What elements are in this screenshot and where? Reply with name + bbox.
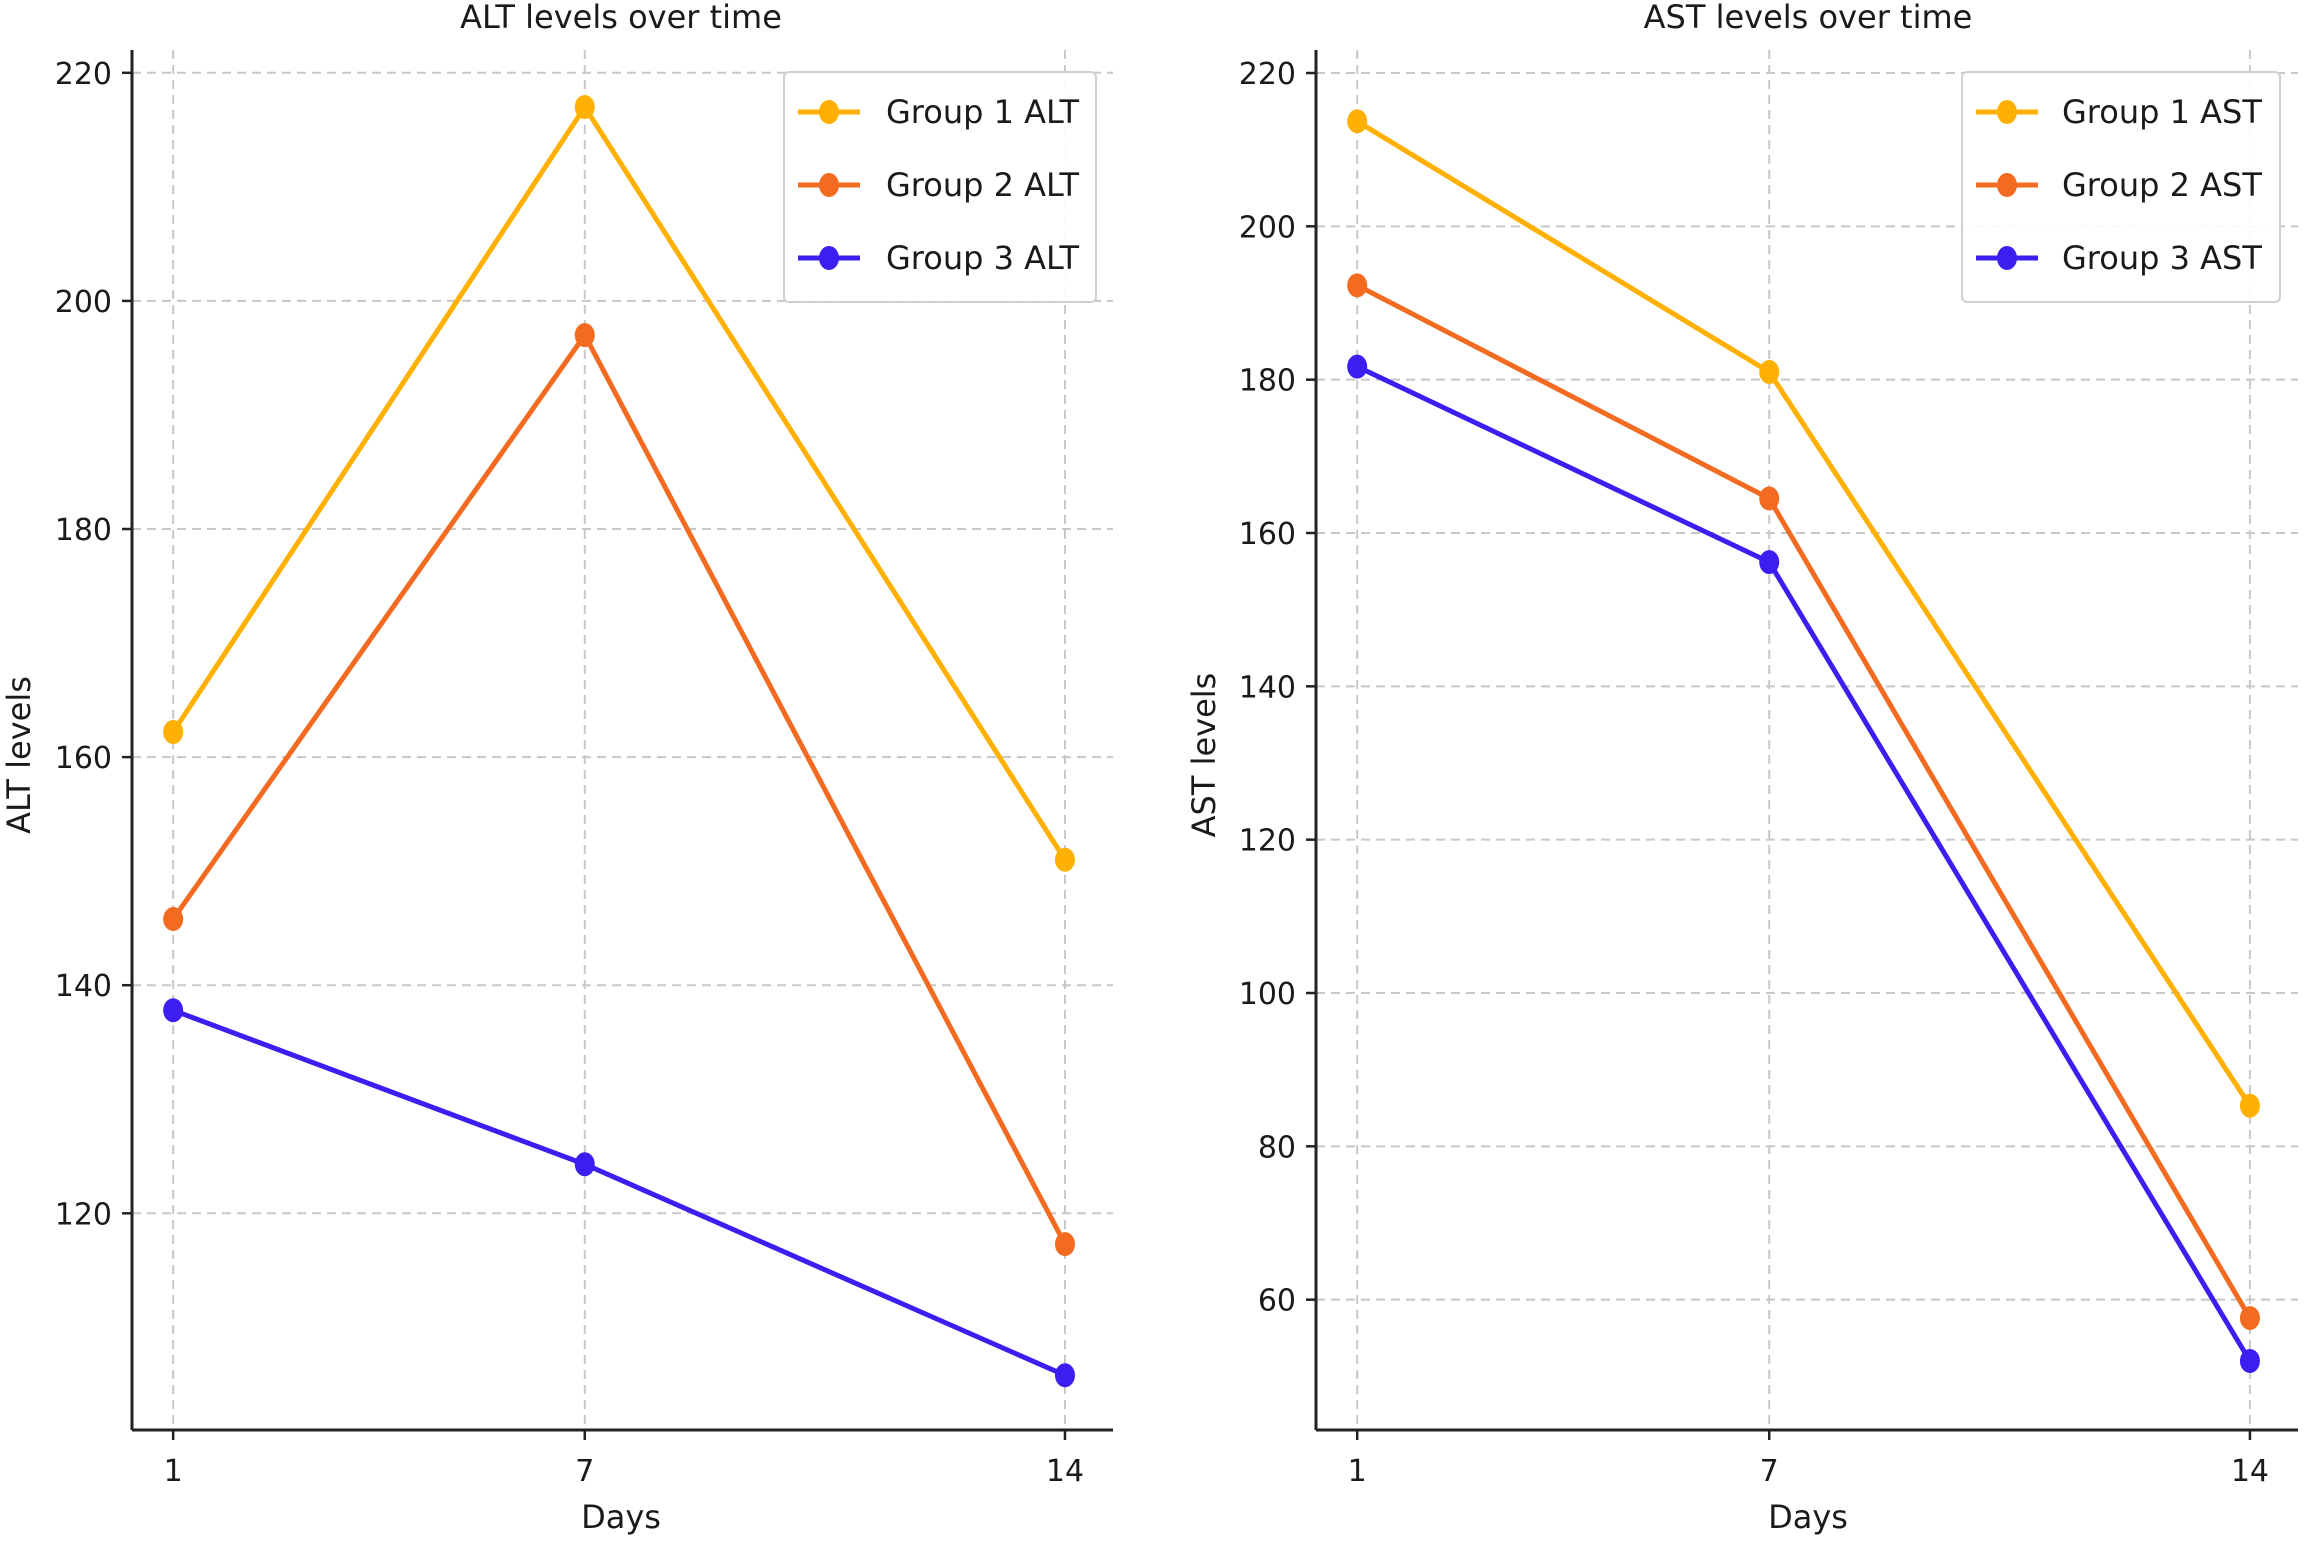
x-tick-label: 14 xyxy=(2231,1454,2269,1489)
y-tick-label: 220 xyxy=(1239,57,1296,92)
legend-label: Group 2 AST xyxy=(2062,166,2262,204)
data-point-group-1 xyxy=(574,95,595,120)
legend-label: Group 3 ALT xyxy=(886,239,1079,277)
x-tick-label: 7 xyxy=(1760,1454,1779,1489)
data-point-group-3 xyxy=(163,998,184,1023)
chart-ast: AST levels over time 1 7 14 60 80 100 120 140 16… xyxy=(1185,0,2298,1536)
legend-marker xyxy=(819,173,839,197)
axis-ticks: 1 7 14 60 80 100 120 140 160 180 200 220 xyxy=(1239,57,2269,1489)
series-layer xyxy=(163,95,1075,1388)
y-tick-label: 60 xyxy=(1258,1284,1296,1319)
legend-box xyxy=(1961,71,2281,303)
legend-items: Group 1 ALT Group 2 ALT Group 3 ALT xyxy=(798,93,1079,277)
y-tick-label: 180 xyxy=(55,513,112,548)
series-layer xyxy=(1347,109,2260,1373)
legend-label: Group 3 AST xyxy=(2062,239,2262,277)
y-tick-label: 100 xyxy=(1239,977,1296,1012)
x-tick-label: 7 xyxy=(575,1454,594,1489)
data-point-group-1 xyxy=(1054,847,1075,872)
data-point-group-2 xyxy=(574,323,595,348)
legend-marker xyxy=(819,100,839,124)
x-tick-label: 1 xyxy=(164,1454,183,1489)
data-point-group-2 xyxy=(1759,486,1780,511)
data-point-group-2 xyxy=(1347,273,1368,298)
legend: Group 1 ALT Group 2 ALT Group 3 ALT xyxy=(783,71,1097,303)
legend-label: Group 1 AST xyxy=(2062,93,2262,131)
series-line-group-2 xyxy=(170,332,1068,1247)
data-point-group-3 xyxy=(2239,1349,2260,1373)
chart-title: ALT levels over time xyxy=(460,0,782,36)
legend-marker xyxy=(1997,100,2017,124)
axis-ticks: 1 7 14 120 140 160 180 200 220 xyxy=(55,57,1084,1489)
x-axis-title: Days xyxy=(581,1498,661,1536)
y-tick-label: 160 xyxy=(1239,517,1296,552)
data-point-group-2 xyxy=(163,907,184,932)
series-line-group-3 xyxy=(1354,364,2253,1364)
legend-marker xyxy=(1997,173,2017,197)
y-tick-label: 200 xyxy=(1239,210,1296,245)
chart-alt: ALT levels over time 1 7 14 120 140 160 180 200… xyxy=(0,0,1113,1536)
y-tick-label: 140 xyxy=(1239,670,1296,705)
series-line-group-2 xyxy=(1354,282,2253,1321)
data-point-group-1 xyxy=(1347,109,1368,134)
y-tick-label: 180 xyxy=(1239,364,1296,399)
data-point-group-1 xyxy=(1759,360,1780,384)
y-tick-label: 220 xyxy=(55,57,112,92)
legend-items: Group 1 AST Group 2 AST Group 3 AST xyxy=(1976,93,2262,277)
data-point-group-3 xyxy=(574,1152,595,1177)
legend-box xyxy=(783,71,1097,303)
series-line-group-3 xyxy=(170,1007,1068,1378)
chart-title: AST levels over time xyxy=(1644,0,1973,36)
y-tick-label: 160 xyxy=(55,741,112,776)
data-point-group-1 xyxy=(163,720,184,745)
data-point-group-3 xyxy=(1347,354,1368,379)
legend-label: Group 2 ALT xyxy=(886,166,1079,204)
y-tick-label: 120 xyxy=(55,1197,112,1232)
y-tick-label: 200 xyxy=(55,285,112,320)
legend-marker xyxy=(1997,246,2017,270)
y-tick-label: 80 xyxy=(1258,1130,1296,1165)
legend-label: Group 1 ALT xyxy=(886,93,1079,131)
x-tick-label: 1 xyxy=(1348,1454,1367,1489)
data-point-group-3 xyxy=(1759,550,1780,575)
x-tick-label: 14 xyxy=(1046,1454,1084,1489)
y-tick-label: 140 xyxy=(55,969,112,1004)
y-axis-title: AST levels xyxy=(1185,673,1223,838)
data-point-group-1 xyxy=(2239,1093,2260,1118)
y-axis-title: ALT levels xyxy=(0,676,38,834)
x-axis-title: Days xyxy=(1768,1498,1848,1536)
data-point-group-3 xyxy=(1054,1363,1075,1388)
data-point-group-2 xyxy=(2239,1306,2260,1331)
y-tick-label: 120 xyxy=(1239,824,1296,859)
data-point-group-2 xyxy=(1054,1232,1075,1257)
legend-marker xyxy=(819,246,839,270)
legend: Group 1 AST Group 2 AST Group 3 AST xyxy=(1961,71,2281,303)
